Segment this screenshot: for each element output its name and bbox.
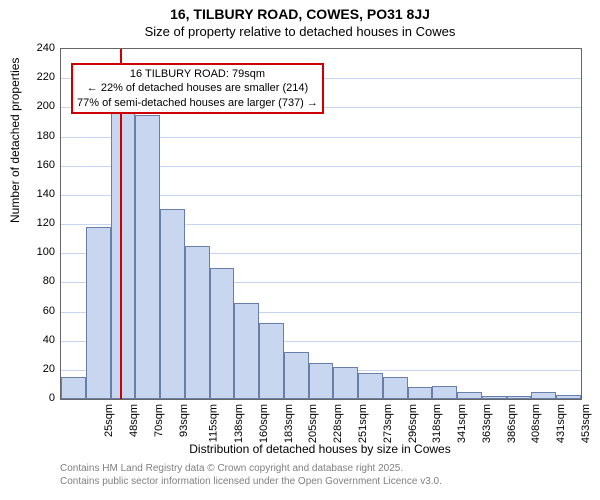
x-tick-label: 273sqm <box>382 404 394 443</box>
y-tick-label: 240 <box>15 42 55 54</box>
histogram-bar <box>408 387 433 399</box>
x-tick-label: 25sqm <box>103 404 115 437</box>
y-tick-label: 120 <box>15 217 55 229</box>
chart-title: 16, TILBURY ROAD, COWES, PO31 8JJ <box>0 6 600 22</box>
annotation-line1: ← 22% of detached houses are smaller (21… <box>77 81 318 95</box>
histogram-bar <box>309 363 334 399</box>
x-tick-label: 341sqm <box>456 404 468 443</box>
histogram-bar <box>210 268 235 399</box>
x-tick-label: 408sqm <box>530 404 542 443</box>
x-tick-label: 296sqm <box>407 404 419 443</box>
y-tick-label: 180 <box>15 130 55 142</box>
y-tick-label: 140 <box>15 188 55 200</box>
x-tick-label: 431sqm <box>555 404 567 443</box>
y-tick-label: 40 <box>15 334 55 346</box>
footer-line2: Contains public sector information licen… <box>60 475 442 488</box>
x-tick-label: 70sqm <box>153 404 165 437</box>
x-tick-label: 228sqm <box>332 404 344 443</box>
plot-area: 16 TILBURY ROAD: 79sqm← 22% of detached … <box>60 48 582 400</box>
histogram-bar <box>531 392 556 399</box>
histogram-bar <box>234 303 259 399</box>
y-tick-label: 160 <box>15 159 55 171</box>
y-tick-label: 20 <box>15 363 55 375</box>
histogram-bar <box>284 352 309 399</box>
x-tick-label: 453sqm <box>580 404 592 443</box>
y-tick-label: 60 <box>15 305 55 317</box>
annotation-title: 16 TILBURY ROAD: 79sqm <box>77 67 318 81</box>
x-tick-label: 48sqm <box>128 404 140 437</box>
chart-subtitle: Size of property relative to detached ho… <box>0 24 600 39</box>
annotation-box: 16 TILBURY ROAD: 79sqm← 22% of detached … <box>71 63 324 114</box>
histogram-bar <box>160 209 185 399</box>
histogram-bar <box>86 227 111 399</box>
histogram-bar <box>432 386 457 399</box>
histogram-bar <box>111 110 136 399</box>
x-tick-label: 205sqm <box>308 404 320 443</box>
histogram-bar <box>185 246 210 399</box>
histogram-bar <box>556 395 581 399</box>
chart-container: 16, TILBURY ROAD, COWES, PO31 8JJ Size o… <box>0 0 600 500</box>
histogram-bar <box>383 377 408 399</box>
histogram-bar <box>333 367 358 399</box>
x-tick-label: 138sqm <box>233 404 245 443</box>
x-tick-label: 115sqm <box>208 404 220 442</box>
histogram-bar <box>358 373 383 399</box>
histogram-bar <box>135 115 160 399</box>
y-tick-label: 220 <box>15 71 55 83</box>
chart-footer: Contains HM Land Registry data © Crown c… <box>60 462 442 488</box>
histogram-bar <box>457 392 482 399</box>
y-tick-label: 0 <box>15 392 55 404</box>
x-tick-label: 363sqm <box>481 404 493 443</box>
y-tick-label: 80 <box>15 275 55 287</box>
x-axis-label: Distribution of detached houses by size … <box>60 442 580 456</box>
x-tick-label: 93sqm <box>178 404 190 437</box>
histogram-bar <box>482 396 507 399</box>
footer-line1: Contains HM Land Registry data © Crown c… <box>60 462 442 475</box>
y-tick-label: 200 <box>15 100 55 112</box>
x-tick-label: 386sqm <box>506 404 518 443</box>
histogram-bar <box>507 396 532 399</box>
histogram-bar <box>259 323 284 399</box>
y-tick-label: 100 <box>15 246 55 258</box>
x-tick-label: 183sqm <box>283 404 295 443</box>
x-tick-label: 160sqm <box>258 404 270 443</box>
x-tick-label: 251sqm <box>357 404 369 443</box>
annotation-line2: 77% of semi-detached houses are larger (… <box>77 96 318 110</box>
x-tick-label: 318sqm <box>431 404 443 443</box>
histogram-bar <box>61 377 86 399</box>
